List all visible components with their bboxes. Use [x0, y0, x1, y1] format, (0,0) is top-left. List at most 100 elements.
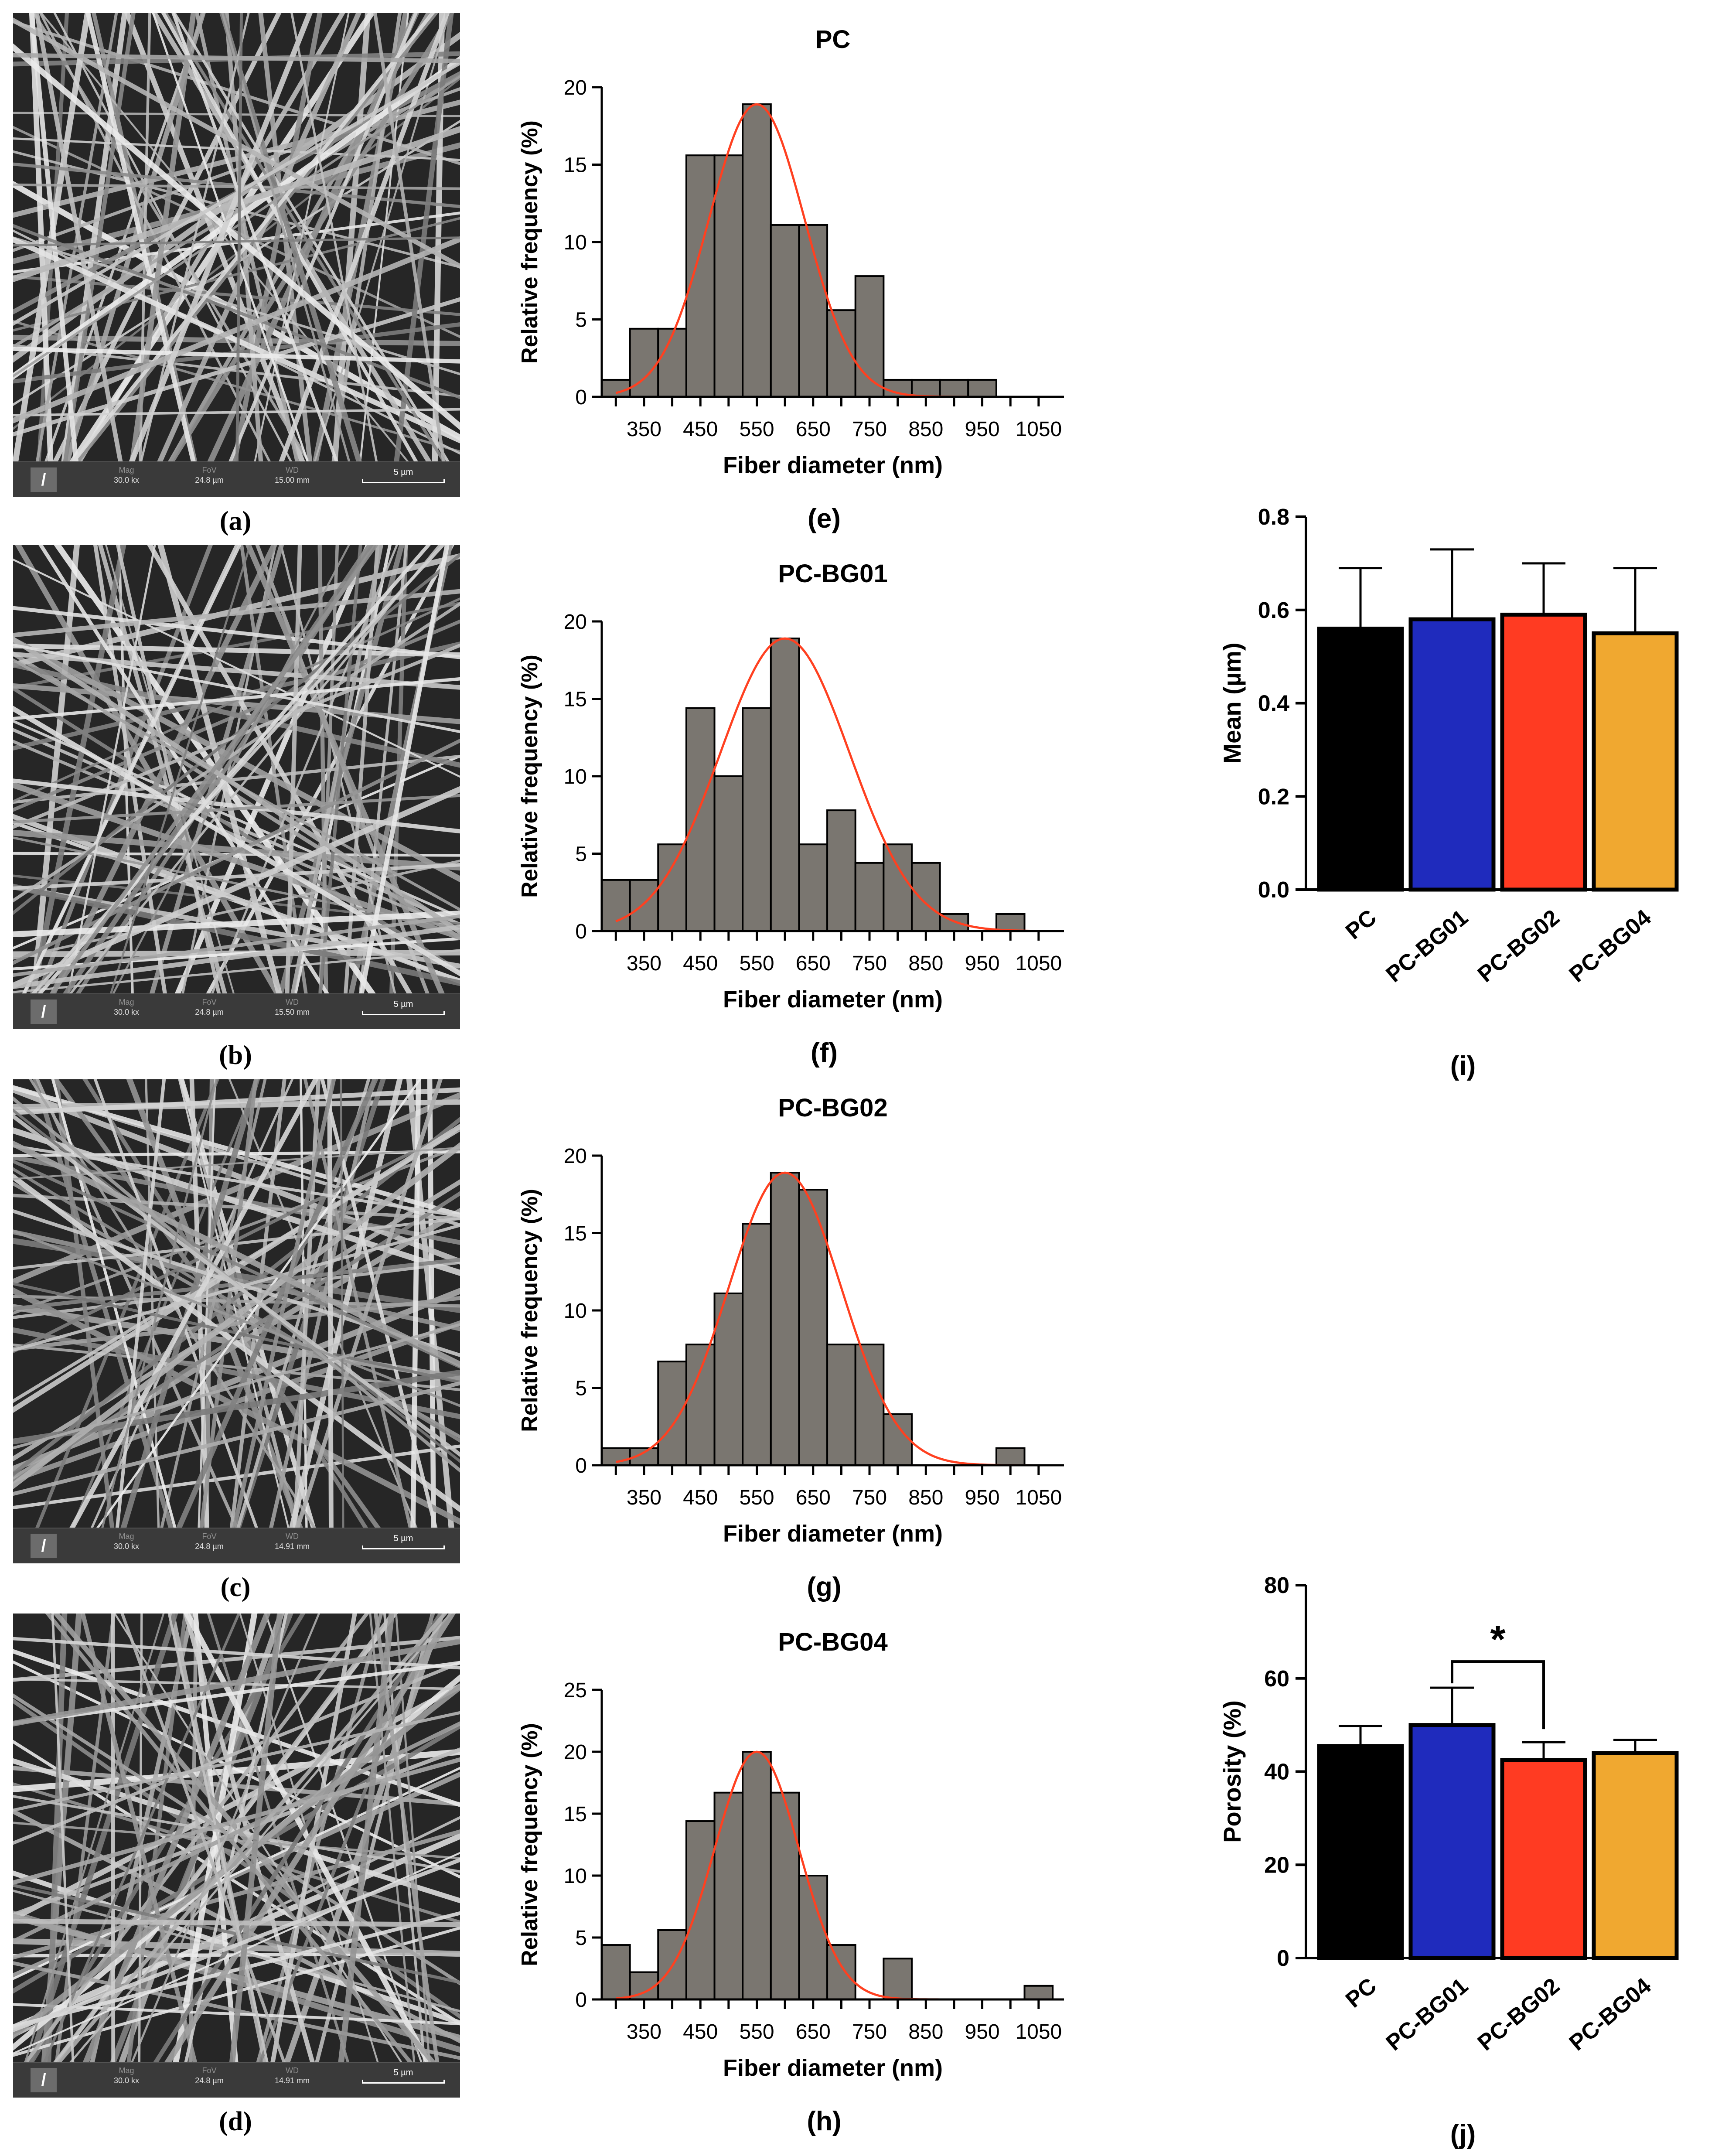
histogram-bar [742, 1223, 772, 1466]
sem-fiber [285, 545, 302, 994]
sem-fiber [278, 13, 450, 462]
y-tick-label: 15 [564, 1222, 587, 1245]
sem-fiber [13, 1911, 460, 2029]
y-tick-label: 5 [575, 309, 587, 332]
histogram-pc: PC 0 5 10 15 20 350 450 550 650 750 850 950 1050 Fiber… [517, 25, 1064, 534]
histogram-bar [826, 809, 856, 932]
y-tick-label: 5 [575, 1377, 587, 1400]
y-tick-label: 15 [564, 688, 587, 711]
sem-fiber [13, 1914, 460, 2041]
x-axis-title: Fiber diameter (nm) [723, 1521, 943, 1547]
scale-bar: 5 µm [358, 467, 449, 483]
sem-info-bar: / Mag 30.0 kx FoV 24.8 µm WD 14.91 mm 5 µm [13, 2062, 460, 2098]
chart-title: PC [815, 25, 851, 54]
sem-fiber [13, 1146, 460, 1180]
x-tick-label: PC-BG04 [1565, 905, 1656, 987]
sem-fiber [232, 13, 323, 462]
histogram-bar [601, 879, 631, 932]
sem-fiber [62, 545, 373, 994]
histogram-bar [995, 1447, 1026, 1467]
x-axis-title: Fiber diameter (nm) [723, 2055, 943, 2081]
histogram-bar [685, 154, 716, 398]
sem-fibers [13, 13, 460, 462]
sem-fiber [29, 13, 79, 462]
x-tick-label: PC [1341, 905, 1381, 945]
y-tick-label: 5 [575, 1927, 587, 1950]
sem-fiber [359, 545, 450, 994]
sem-fibers [13, 545, 460, 994]
wd-value: 14.91 mm [274, 2076, 310, 2085]
histogram-bar [742, 707, 772, 932]
sem-fiber [53, 1614, 437, 2063]
histogram-bar [713, 775, 744, 932]
fov-value: 24.8 µm [195, 476, 224, 484]
panel-caption: (f) [811, 1038, 838, 1068]
sem-fiber [235, 13, 243, 462]
sem-image-b: / Mag 30.0 kx FoV 24.8 µm WD 15.50 mm 5 µm [13, 545, 460, 1029]
histogram-bar [826, 1344, 856, 1466]
chart-title: PC-BG01 [778, 559, 887, 588]
sem-fiber [175, 1079, 378, 1528]
histogram-bar [910, 862, 941, 932]
sem-fiber [13, 778, 460, 834]
sem-fiber [34, 13, 123, 462]
sem-fiber [383, 1614, 426, 2063]
sem-fiber [254, 13, 350, 462]
sem-fiber [13, 236, 460, 424]
sem-fiber [229, 1614, 283, 2063]
histogram-bar [601, 1944, 631, 2000]
bar [1592, 631, 1679, 892]
x-tick-label: 550 [739, 418, 774, 441]
wd-value: 15.50 mm [274, 1008, 310, 1017]
histogram-bar [713, 154, 744, 398]
sem-fiber [13, 924, 460, 989]
y-tick-label: 0.2 [1258, 784, 1289, 809]
histogram-bar [854, 862, 885, 932]
sem-fiber [13, 1238, 460, 1313]
sem-fiber [157, 13, 361, 462]
x-tick-label: 750 [852, 952, 887, 975]
x-tick-label: PC-BG01 [1381, 1973, 1473, 2056]
mag-value: 30.0 kx [113, 1008, 140, 1017]
mag-label: Mag [119, 1532, 134, 1541]
sem-fiber [51, 1614, 75, 2063]
x-tick-label: 550 [739, 952, 774, 975]
x-tick-label: 650 [796, 418, 831, 441]
gaussian-fit-curve [615, 1171, 1039, 1467]
x-tick-label: PC [1341, 1973, 1381, 2013]
sem-fiber [13, 643, 460, 733]
caption-a: (a) [219, 506, 252, 536]
histogram-bar [770, 1791, 800, 2000]
x-tick-label: 1050 [1015, 2020, 1062, 2043]
mag-label: Mag [119, 2066, 134, 2075]
fov-value: 24.8 µm [195, 2076, 224, 2085]
x-tick-label: 450 [683, 952, 718, 975]
bar [1317, 1744, 1404, 1960]
sem-fiber [13, 602, 460, 903]
sem-fiber [171, 13, 339, 462]
sem-fiber [13, 706, 460, 977]
fov-label: FoV [202, 998, 217, 1006]
y-tick-label: 0.0 [1258, 877, 1289, 903]
y-tick-label: 20 [564, 1741, 587, 1764]
significance-marker: * [1490, 1618, 1505, 1661]
sem-fiber [295, 1079, 443, 1528]
sem-fiber [13, 643, 460, 658]
sem-fiber [13, 53, 460, 63]
sem-fiber [69, 1079, 319, 1528]
wd-value: 14.91 mm [274, 1542, 310, 1551]
y-tick-label: 40 [1264, 1760, 1289, 1785]
bar [1408, 617, 1496, 892]
histogram-bar [770, 224, 800, 398]
sem-fiber [13, 1229, 460, 1331]
sem-fiber [13, 911, 460, 938]
fov-value: 24.8 µm [195, 1542, 224, 1551]
sem-fiber [152, 13, 309, 462]
sem-fiber [13, 1116, 460, 1477]
scale-bar-label: 5 µm [393, 2068, 413, 2078]
sem-fiber [232, 1079, 336, 1528]
x-tick-label: 350 [627, 418, 661, 441]
y-axis-title: Mean (µm) [1218, 642, 1246, 764]
gaussian-fit-curve [615, 637, 1039, 932]
caption-b: (b) [219, 1040, 252, 1070]
